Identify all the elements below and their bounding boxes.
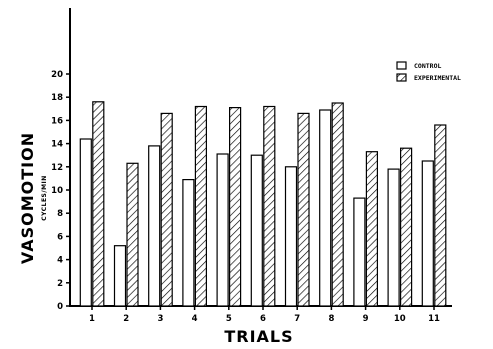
x-tick-label-2: 2 bbox=[123, 314, 129, 324]
x-tick-label-7: 7 bbox=[294, 314, 300, 324]
bar-experimental-trial-4 bbox=[194, 105, 207, 307]
x-tick-label-4: 4 bbox=[192, 314, 198, 324]
legend: CONTROL EXPERIMENTAL bbox=[396, 61, 461, 82]
x-axis-title: TRIALS bbox=[224, 327, 293, 346]
bar-experimental-trial-5 bbox=[229, 106, 242, 307]
bar-control-trial-4 bbox=[182, 179, 195, 307]
bar-experimental-trial-2 bbox=[126, 162, 139, 307]
bar-experimental-trial-6 bbox=[263, 105, 276, 307]
bar-control-trial-5 bbox=[216, 153, 229, 307]
bar-experimental-trial-7 bbox=[297, 112, 310, 307]
bar-experimental-trial-8 bbox=[331, 102, 344, 307]
y-axis-title: VASOMOTION bbox=[18, 132, 37, 264]
legend-swatch-experimental bbox=[396, 73, 407, 82]
bar-control-trial-2 bbox=[113, 245, 127, 307]
bar-experimental-trial-1 bbox=[92, 101, 105, 307]
y-tick-label-8: 8 bbox=[57, 209, 63, 219]
y-tick-label-2: 2 bbox=[57, 279, 63, 289]
y-axis-unit: CYCLES/MIN bbox=[41, 175, 48, 221]
bar-control-trial-10 bbox=[387, 168, 400, 307]
bar-experimental-trial-10 bbox=[400, 147, 413, 307]
x-tick-label-5: 5 bbox=[226, 314, 232, 324]
bar-experimental-trial-11 bbox=[434, 124, 447, 307]
x-tick-label-10: 10 bbox=[394, 314, 406, 324]
bars bbox=[79, 101, 447, 307]
bar-control-trial-8 bbox=[319, 109, 332, 307]
y-tick-label-14: 14 bbox=[51, 140, 63, 150]
y-tick-label-0: 0 bbox=[57, 302, 63, 312]
y-tick-label-4: 4 bbox=[57, 256, 63, 266]
y-tick-label-20: 20 bbox=[51, 70, 63, 80]
x-tick-label-8: 8 bbox=[328, 314, 334, 324]
bar-control-trial-1 bbox=[79, 138, 92, 307]
y-tick-label-12: 12 bbox=[51, 163, 63, 173]
x-tick-label-9: 9 bbox=[363, 314, 369, 324]
bar-control-trial-7 bbox=[284, 166, 298, 307]
x-ticks: 1 2 3 4 5 6 7 8 9 10 11 bbox=[89, 306, 440, 324]
y-ticks: 0 2 4 6 8 10 12 14 16 18 20 bbox=[51, 70, 70, 312]
bar-control-trial-11 bbox=[421, 160, 434, 307]
y-tick-label-16: 16 bbox=[51, 116, 63, 126]
bar-control-trial-6 bbox=[250, 154, 263, 307]
x-tick-label-11: 11 bbox=[428, 314, 440, 324]
x-tick-label-6: 6 bbox=[260, 314, 266, 324]
bar-control-trial-3 bbox=[148, 145, 161, 307]
bar-control-trial-9 bbox=[353, 197, 366, 307]
x-tick-label-3: 3 bbox=[157, 314, 163, 324]
bar-experimental-trial-9 bbox=[365, 151, 378, 307]
legend-label-experimental: EXPERIMENTAL bbox=[414, 74, 461, 82]
legend-swatch-control bbox=[396, 61, 407, 70]
legend-label-control: CONTROL bbox=[414, 62, 441, 70]
y-tick-label-18: 18 bbox=[51, 93, 63, 103]
y-tick-label-10: 10 bbox=[51, 186, 63, 196]
x-tick-label-1: 1 bbox=[89, 314, 95, 324]
y-tick-label-6: 6 bbox=[57, 232, 63, 242]
bar-experimental-trial-3 bbox=[160, 112, 173, 307]
